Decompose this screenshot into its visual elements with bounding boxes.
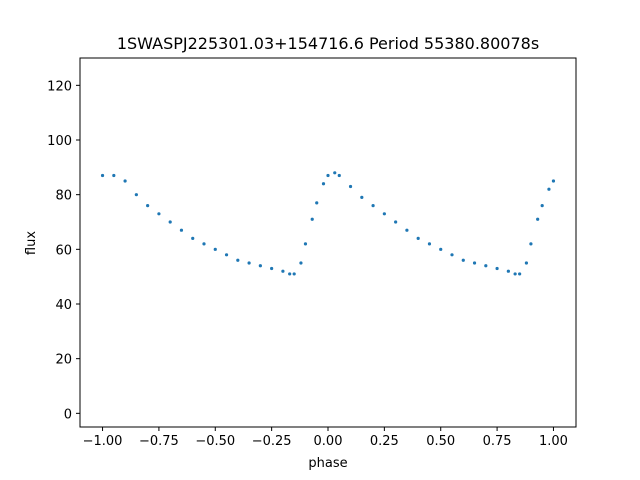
- data-point: [281, 269, 285, 273]
- x-tick-label: −0.25: [252, 434, 292, 449]
- data-point: [191, 236, 195, 240]
- y-tick-label: 60: [55, 243, 72, 258]
- data-point: [292, 272, 296, 276]
- data-point: [450, 253, 454, 257]
- y-tick-label: 80: [55, 189, 72, 204]
- data-point: [360, 195, 364, 199]
- data-point: [333, 171, 337, 175]
- data-point: [540, 204, 544, 208]
- x-axis-label: phase: [308, 456, 347, 471]
- data-point: [337, 173, 341, 178]
- data-point: [123, 179, 127, 183]
- data-point: [224, 253, 229, 257]
- y-axis: 0 20 40 60 80 100 120: [47, 79, 80, 422]
- y-tick-label: 100: [47, 134, 72, 149]
- x-tick-label: 0.00: [314, 434, 343, 449]
- data-point: [179, 228, 184, 232]
- data-point: [405, 228, 409, 232]
- data-points: [100, 171, 556, 276]
- data-point: [321, 182, 326, 186]
- chart-title: 1SWASPJ225301.03+154716.6 Period 55380.8…: [117, 34, 539, 53]
- data-point: [472, 261, 477, 265]
- data-point: [382, 212, 386, 216]
- y-tick-label: 0: [64, 407, 72, 422]
- data-point: [258, 264, 262, 268]
- data-point: [348, 184, 353, 189]
- data-point: [247, 261, 251, 265]
- x-tick-label: −0.75: [139, 434, 179, 449]
- data-point: [315, 201, 319, 205]
- data-point: [518, 272, 522, 276]
- data-point: [547, 187, 551, 191]
- x-tick-label: 0.75: [483, 434, 512, 449]
- data-point: [303, 242, 308, 246]
- data-point: [100, 173, 105, 178]
- y-tick-label: 40: [55, 298, 72, 313]
- y-axis-label: flux: [24, 231, 39, 255]
- data-point: [146, 204, 150, 208]
- data-point: [551, 179, 556, 183]
- data-point: [310, 217, 314, 221]
- data-point: [168, 220, 172, 224]
- x-tick-label: 0.50: [426, 434, 455, 449]
- data-point: [112, 173, 116, 178]
- data-point: [427, 242, 432, 246]
- data-point: [439, 247, 443, 251]
- y-tick-label: 20: [55, 353, 72, 368]
- data-point: [506, 269, 510, 273]
- data-point: [299, 261, 303, 265]
- data-point: [371, 204, 375, 208]
- data-point: [495, 266, 499, 271]
- data-point: [536, 217, 540, 221]
- data-point: [157, 212, 161, 216]
- data-point: [524, 261, 529, 265]
- data-point: [236, 258, 240, 262]
- x-tick-label: 1.00: [539, 434, 568, 449]
- x-tick-label: −1.00: [83, 434, 123, 449]
- data-point: [529, 242, 533, 246]
- data-point: [213, 247, 217, 251]
- data-point: [270, 266, 274, 271]
- data-point: [288, 272, 292, 276]
- x-axis: −1.00 −0.75 −0.50 −0.25 0.00 0.25 0.50 0.75 1.00: [83, 427, 568, 449]
- y-tick-label: 120: [47, 79, 72, 94]
- x-tick-label: 0.25: [370, 434, 399, 449]
- data-point: [134, 193, 138, 197]
- data-point: [513, 272, 517, 276]
- plot-frame: [79, 57, 577, 428]
- data-point: [484, 264, 488, 268]
- data-point: [461, 258, 465, 262]
- data-point: [416, 236, 420, 240]
- data-point: [326, 173, 330, 178]
- data-point: [394, 220, 398, 224]
- x-tick-label: −0.50: [195, 434, 235, 449]
- data-point: [202, 242, 206, 246]
